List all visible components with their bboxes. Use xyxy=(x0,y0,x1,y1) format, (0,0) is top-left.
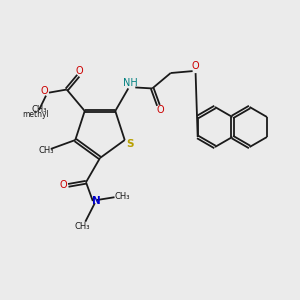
Text: O: O xyxy=(157,105,164,116)
Text: CH₃: CH₃ xyxy=(31,106,47,115)
Text: N: N xyxy=(92,196,101,206)
Text: S: S xyxy=(126,139,134,149)
Text: O: O xyxy=(76,66,83,76)
Text: O: O xyxy=(59,180,67,190)
Text: O: O xyxy=(192,61,200,71)
Text: CH₃: CH₃ xyxy=(75,222,90,231)
Text: methyl: methyl xyxy=(22,110,50,119)
Text: NH: NH xyxy=(123,78,138,88)
Text: CH₃: CH₃ xyxy=(38,146,54,155)
Text: CH₃: CH₃ xyxy=(115,192,130,201)
Text: O: O xyxy=(40,85,48,96)
